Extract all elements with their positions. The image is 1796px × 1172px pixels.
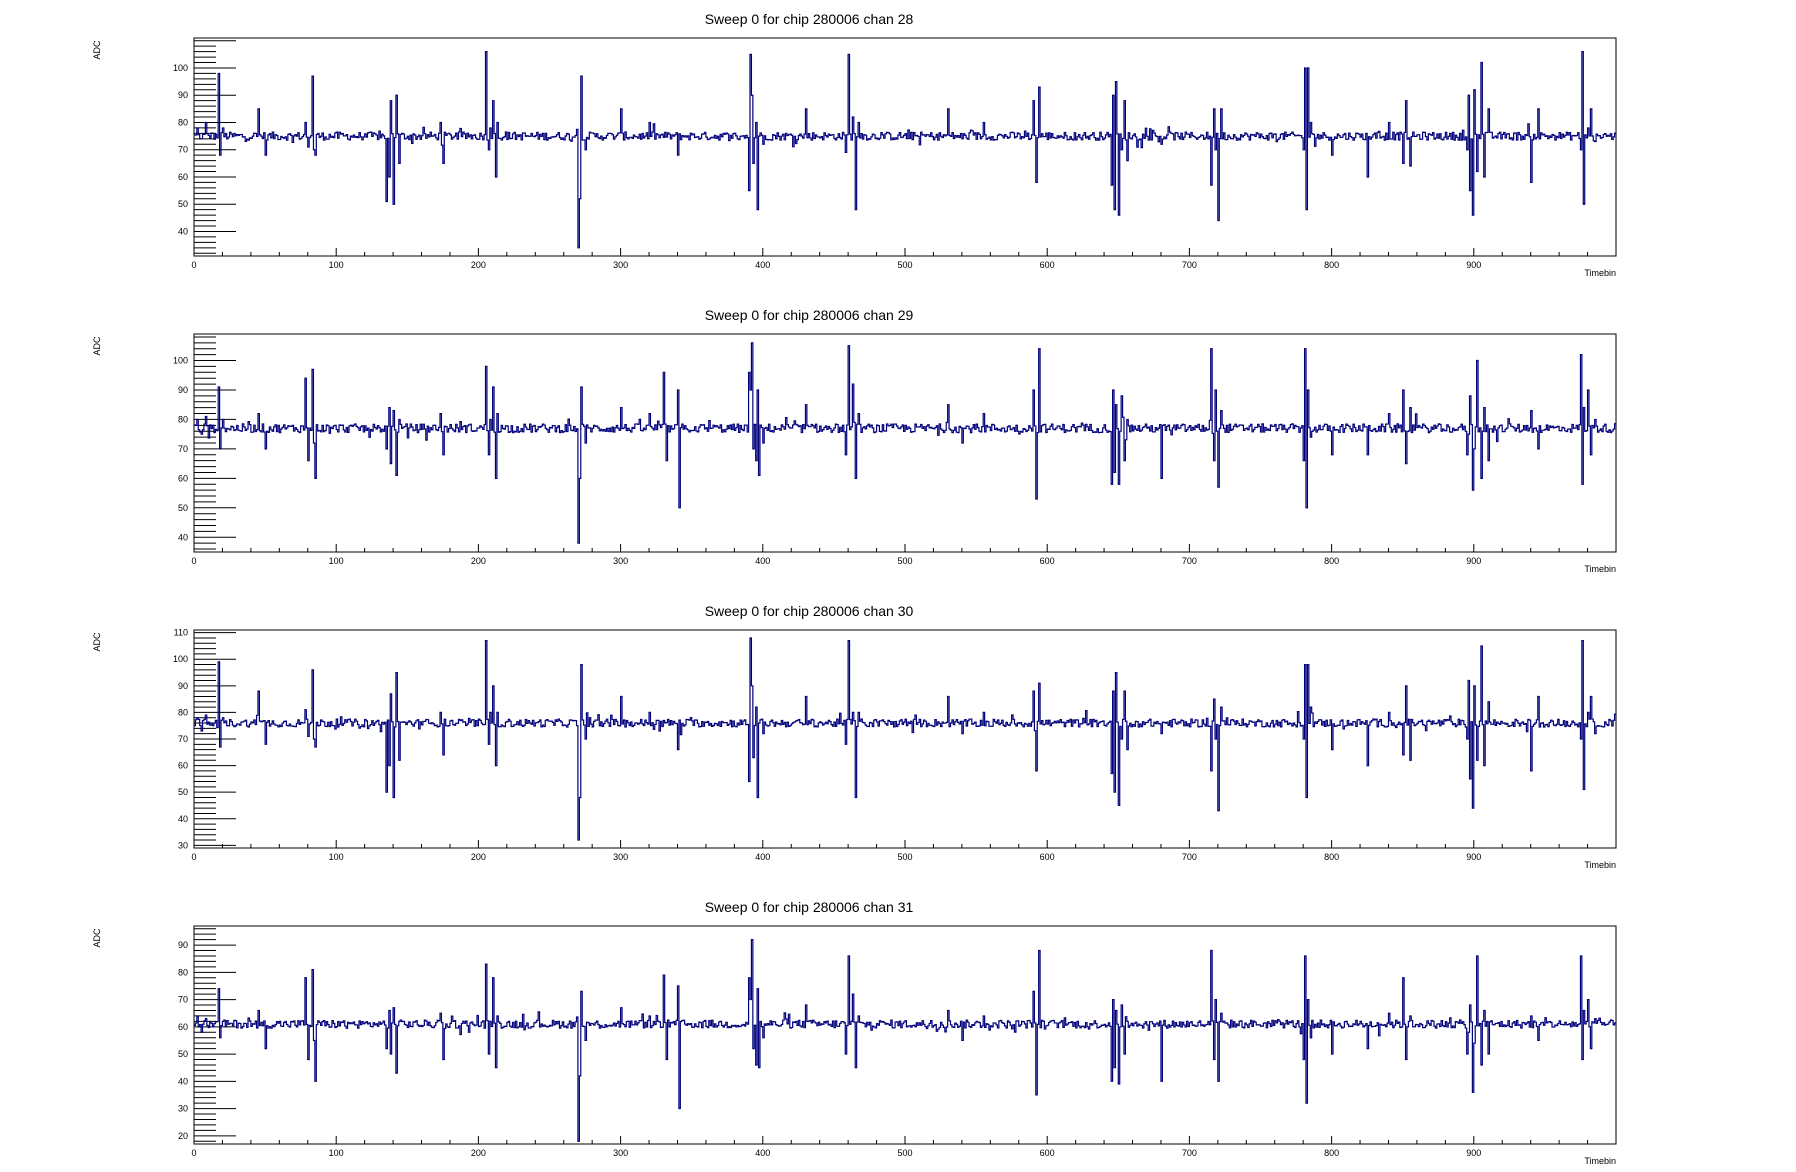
- y-tick-label: 40: [178, 226, 188, 236]
- x-tick-label: 200: [471, 260, 486, 270]
- chart-title: Sweep 0 for chip 280006 chan 28: [705, 11, 914, 27]
- x-tick-label: 0: [191, 260, 196, 270]
- adc-trace-series: [194, 637, 1616, 841]
- y-tick-label: 80: [178, 967, 188, 977]
- x-tick-label: 600: [1040, 260, 1055, 270]
- x-tick-label: 800: [1324, 556, 1339, 566]
- x-tick-label: 600: [1040, 852, 1055, 862]
- y-tick-label: 90: [178, 385, 188, 395]
- x-tick-label: 900: [1466, 556, 1481, 566]
- x-tick-label: 600: [1040, 556, 1055, 566]
- x-tick-label: 200: [471, 1148, 486, 1158]
- x-tick-label: 100: [329, 556, 344, 566]
- y-tick-label: 90: [178, 940, 188, 950]
- y-tick-label: 70: [178, 995, 188, 1005]
- x-tick-label: 900: [1466, 260, 1481, 270]
- y-tick-label: 20: [178, 1131, 188, 1141]
- x-tick-label: 900: [1466, 852, 1481, 862]
- y-tick-label: 40: [178, 1076, 188, 1086]
- x-axis-label: Timebin: [1584, 1156, 1616, 1166]
- x-tick-label: 300: [613, 1148, 628, 1158]
- y-tick-label: 50: [178, 503, 188, 513]
- x-tick-label: 800: [1324, 852, 1339, 862]
- x-axis-label: Timebin: [1584, 564, 1616, 574]
- y-tick-label: 30: [178, 1104, 188, 1114]
- plot-frame: [193, 333, 1617, 553]
- y-tick-label: 70: [178, 734, 188, 744]
- x-tick-label: 800: [1324, 1148, 1339, 1158]
- y-tick-label: 80: [178, 117, 188, 127]
- y-tick-label: 50: [178, 199, 188, 209]
- x-tick-label: 700: [1182, 1148, 1197, 1158]
- adc-trace-series: [194, 51, 1616, 249]
- adc-trace-series: [194, 342, 1616, 544]
- plot-frame: [193, 925, 1617, 1145]
- x-tick-label: 500: [897, 260, 912, 270]
- y-tick-label: 30: [178, 840, 188, 850]
- chart-panel-chan-28: Sweep 0 for chip 280006 chan 28 40 50 60 70 8…: [92, 11, 1617, 278]
- x-tick-label: 600: [1040, 1148, 1055, 1158]
- y-tick-label: 70: [178, 444, 188, 454]
- x-tick-label: 900: [1466, 1148, 1481, 1158]
- chart-panel-chan-29: Sweep 0 for chip 280006 chan 29 40 50 60 70 8…: [92, 307, 1617, 574]
- x-tick-label: 0: [191, 1148, 196, 1158]
- x-tick-label: 100: [329, 1148, 344, 1158]
- x-tick-label: 700: [1182, 852, 1197, 862]
- x-tick-label: 100: [329, 852, 344, 862]
- y-tick-label: 100: [173, 356, 188, 366]
- y-tick-label: 60: [178, 1022, 188, 1032]
- x-tick-label: 400: [755, 556, 770, 566]
- y-axis-label: ADC: [92, 928, 102, 948]
- y-tick-label: 90: [178, 90, 188, 100]
- x-tick-label: 400: [755, 852, 770, 862]
- y-tick-label: 40: [178, 814, 188, 824]
- chart-panel-chan-30: Sweep 0 for chip 280006 chan 30 30 40 50 60 7…: [92, 603, 1617, 870]
- chart-title: Sweep 0 for chip 280006 chan 30: [705, 603, 914, 619]
- x-tick-label: 400: [755, 260, 770, 270]
- x-axis-label: Timebin: [1584, 268, 1616, 278]
- chart-title: Sweep 0 for chip 280006 chan 31: [705, 899, 914, 915]
- y-tick-label: 60: [178, 172, 188, 182]
- y-axis-label: ADC: [92, 40, 102, 60]
- x-tick-label: 300: [613, 556, 628, 566]
- x-tick-label: 800: [1324, 260, 1339, 270]
- y-axis-label: ADC: [92, 632, 102, 652]
- x-tick-label: 0: [191, 852, 196, 862]
- y-tick-label: 110: [174, 628, 188, 638]
- x-tick-label: 500: [897, 556, 912, 566]
- y-tick-label: 50: [178, 787, 188, 797]
- y-tick-label: 100: [173, 63, 188, 73]
- x-tick-label: 200: [471, 852, 486, 862]
- x-tick-label: 700: [1182, 260, 1197, 270]
- y-tick-label: 60: [178, 761, 188, 771]
- x-tick-label: 500: [897, 1148, 912, 1158]
- x-tick-label: 700: [1182, 556, 1197, 566]
- x-tick-label: 200: [471, 556, 486, 566]
- y-tick-label: 80: [178, 414, 188, 424]
- x-tick-label: 0: [191, 556, 196, 566]
- y-tick-label: 60: [178, 473, 188, 483]
- adc-trace-series: [194, 939, 1616, 1142]
- x-axis-label: Timebin: [1584, 860, 1616, 870]
- x-tick-label: 100: [329, 260, 344, 270]
- y-tick-label: 70: [178, 145, 188, 155]
- x-tick-label: 400: [755, 1148, 770, 1158]
- y-tick-label: 50: [178, 1049, 188, 1059]
- y-axis-label: ADC: [92, 336, 102, 356]
- chart-panel-chan-31: Sweep 0 for chip 280006 chan 31 20 30 40 50 6…: [92, 899, 1617, 1166]
- y-tick-label: 100: [173, 654, 188, 664]
- x-tick-label: 500: [897, 852, 912, 862]
- y-tick-label: 40: [178, 532, 188, 542]
- chart-title: Sweep 0 for chip 280006 chan 29: [705, 307, 914, 323]
- y-tick-label: 80: [178, 707, 188, 717]
- x-tick-label: 300: [613, 260, 628, 270]
- x-tick-label: 300: [613, 852, 628, 862]
- y-tick-label: 90: [178, 681, 188, 691]
